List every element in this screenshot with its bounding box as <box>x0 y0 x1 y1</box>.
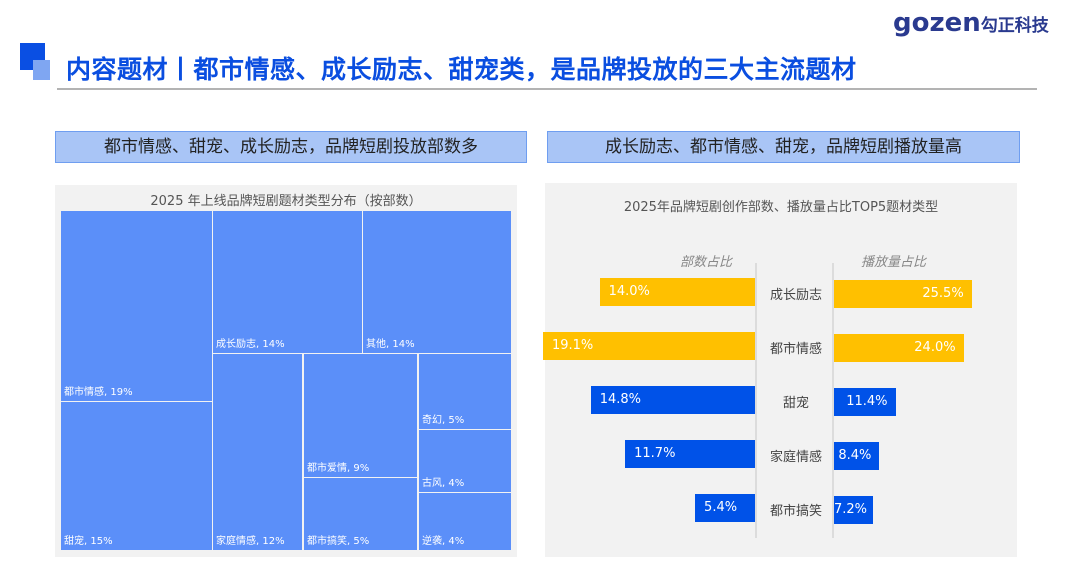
title-divider <box>57 88 1037 90</box>
right-header: 播放量占比 <box>861 255 927 270</box>
treemap-cell: 古风, 4% <box>419 430 511 492</box>
logo-text: gozen <box>893 8 981 38</box>
category-label: 甜宠 <box>782 396 809 411</box>
logo-cn: 勾正科技 <box>980 16 1049 36</box>
treemap-cell: 甜宠, 15% <box>61 402 212 550</box>
right-axis-line <box>832 263 834 538</box>
gozen-logo: gozen勾正科技 <box>893 8 1049 38</box>
treemap-label: 逆袭, 4% <box>422 536 465 547</box>
butterfly-panel <box>545 183 1017 557</box>
treemap-cell: 家庭情感, 12% <box>213 354 302 550</box>
left-bar: 5.4% <box>695 494 755 522</box>
treemap-cell: 都市搞笑, 5% <box>304 478 417 550</box>
title-accent-square-light <box>33 60 50 80</box>
left-subtitle: 都市情感、甜宠、成长励志，品牌短剧投放部数多 <box>55 131 527 163</box>
left-bar: 14.0% <box>599 278 755 306</box>
treemap-cell: 奇幻, 5% <box>419 354 511 429</box>
treemap-cell: 逆袭, 4% <box>419 493 511 550</box>
butterfly-title: 2025年品牌短剧创作部数、播放量占比TOP5题材类型 <box>623 200 939 215</box>
category-label: 都市搞笑 <box>769 504 822 519</box>
right-bar: 24.0% <box>834 334 964 362</box>
category-label: 家庭情感 <box>769 450 822 465</box>
right-subtitle: 成长励志、都市情感、甜宠，品牌短剧播放量高 <box>547 131 1020 163</box>
left-axis-line <box>755 263 757 538</box>
right-bar: 7.2% <box>834 496 873 524</box>
page-title: 内容题材丨都市情感、成长励志、甜宠类，是品牌投放的三大主流题材 <box>66 55 857 84</box>
left-bar: 19.1% <box>542 332 755 360</box>
right-bar: 11.4% <box>834 388 896 416</box>
treemap-cell: 成长励志, 14% <box>213 211 362 353</box>
treemap-label: 奇幻, 5% <box>422 415 465 426</box>
category-label: 成长励志 <box>769 288 822 303</box>
treemap-cell: 其他, 14% <box>363 211 511 353</box>
treemap-label: 家庭情感, 12% <box>216 536 285 547</box>
treemap-label: 都市情感, 19% <box>64 387 133 398</box>
treemap-label: 甜宠, 15% <box>64 536 113 547</box>
treemap-label: 古风, 4% <box>422 478 465 489</box>
right-bar: 8.4% <box>834 442 880 470</box>
treemap-label: 其他, 14% <box>366 339 415 350</box>
left-bar: 14.8% <box>590 386 755 414</box>
treemap-label: 成长励志, 14% <box>216 339 285 350</box>
left-header: 部数占比 <box>680 255 733 270</box>
treemap-title: 2025 年上线品牌短剧题材类型分布（按部数） <box>150 194 422 209</box>
treemap-label: 都市爱情, 9% <box>307 463 370 474</box>
category-label: 都市情感 <box>769 342 822 357</box>
treemap-cell: 都市情感, 19% <box>61 211 212 401</box>
right-bar: 25.5% <box>834 280 972 308</box>
left-bar: 11.7% <box>625 440 755 468</box>
treemap-label: 都市搞笑, 5% <box>307 536 370 547</box>
treemap-cell: 都市爱情, 9% <box>304 354 417 477</box>
